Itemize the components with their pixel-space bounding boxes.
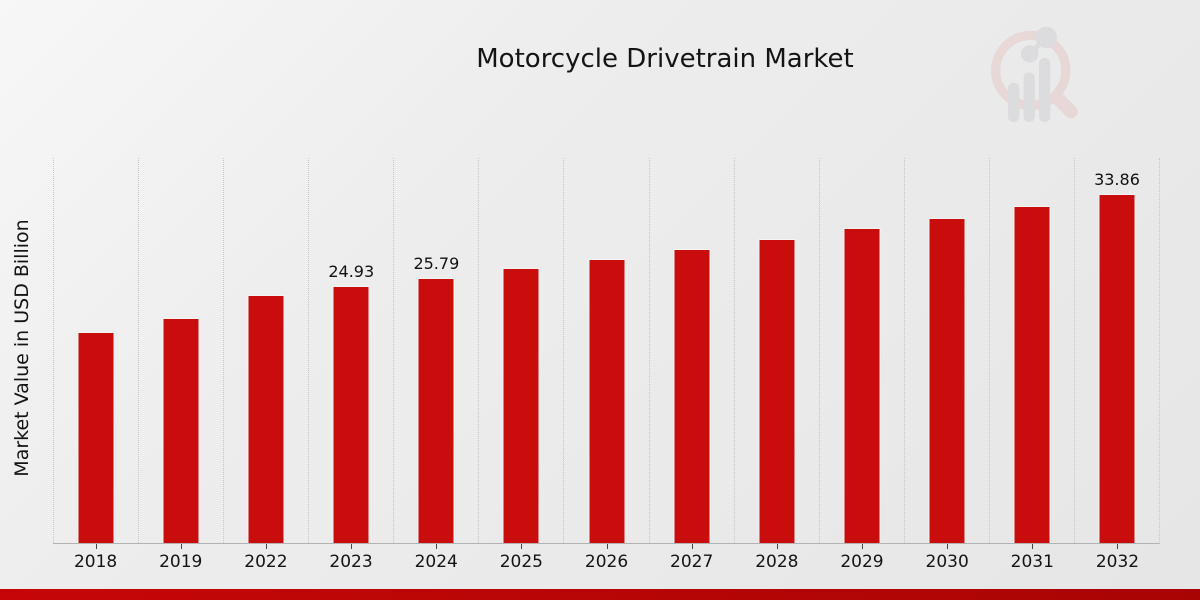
- category-slot: [988, 158, 1074, 549]
- bar-value-label: 33.86: [1094, 170, 1140, 190]
- x-axis-tick: [521, 544, 523, 549]
- category-slot: [648, 158, 734, 549]
- bar: [673, 249, 711, 543]
- x-axis-tick: [181, 544, 183, 549]
- logo-trend-dot-small: [1020, 45, 1039, 63]
- bar: [332, 286, 370, 543]
- bar: [758, 238, 796, 543]
- category-slot: 25.79: [393, 158, 478, 549]
- x-axis-label: 2025: [499, 552, 543, 572]
- category-slot: [223, 158, 308, 549]
- x-axis-label: 2031: [1010, 552, 1054, 572]
- x-axis-label: 2019: [159, 552, 203, 572]
- bar: [1098, 194, 1136, 543]
- x-axis-tick: [1116, 544, 1118, 549]
- magnifier-handle: [1049, 90, 1078, 119]
- bar: [843, 228, 881, 543]
- category-slot: [818, 158, 904, 549]
- x-axis-label: 2028: [755, 552, 799, 572]
- bar: [162, 317, 200, 543]
- bar: [588, 258, 625, 543]
- x-axis-tick: [691, 544, 693, 549]
- x-axis-tick: [1031, 544, 1033, 549]
- market-research-magnifier-logo: [991, 26, 1078, 122]
- x-axis-labels-row: 2018 2019 2022 2023 2024 2025 2026 2027 2028 2029…: [53, 552, 1160, 572]
- plot-area: 24.93 25.79 33.86: [53, 158, 1160, 549]
- category-slot: [903, 158, 989, 549]
- logo-trend-dot-large: [1035, 26, 1058, 49]
- x-axis-label: 2027: [670, 552, 714, 572]
- x-axis-tick: [606, 544, 608, 549]
- logo-bar-medium: [1023, 72, 1035, 122]
- x-axis-tick: [776, 544, 778, 549]
- x-axis-label: 2029: [840, 552, 884, 572]
- footer-accent-band: [0, 589, 1200, 600]
- bar-value-label: 24.93: [328, 262, 375, 282]
- bar: [417, 277, 455, 543]
- category-slot: 33.86: [1073, 158, 1159, 549]
- x-axis-label: 2018: [73, 552, 118, 572]
- x-axis-tick: [266, 544, 268, 549]
- logo-bar-tall: [1039, 58, 1051, 122]
- x-axis-label: 2032: [1095, 552, 1140, 572]
- category-slot: 24.93: [308, 158, 393, 549]
- x-axis-label: 2024: [414, 552, 458, 572]
- x-axis-label: 2030: [925, 552, 969, 572]
- logo-bar-short: [1008, 82, 1020, 122]
- category-slot: [563, 158, 648, 549]
- bar: [502, 268, 540, 543]
- bar-value-label: 25.79: [413, 253, 460, 273]
- x-axis-label: 2022: [244, 552, 288, 572]
- y-axis-label: Market Value in USD Billion: [11, 219, 33, 477]
- x-axis-tick: [861, 544, 863, 549]
- x-axis-label: 2026: [584, 552, 629, 572]
- category-slot: [478, 158, 563, 549]
- x-axis-tick: [96, 544, 98, 549]
- bar: [247, 294, 285, 543]
- category-slot: [53, 158, 138, 549]
- category-slot: [733, 158, 819, 549]
- bar: [1013, 206, 1051, 543]
- x-axis-tick: [351, 544, 353, 549]
- x-axis-tick: [946, 544, 948, 549]
- bar: [77, 332, 115, 543]
- chart-title: Motorcycle Drivetrain Market: [476, 44, 854, 74]
- bar: [928, 217, 966, 543]
- x-axis-tick: [436, 544, 438, 549]
- category-slot: [138, 158, 223, 549]
- x-axis-label: 2023: [329, 552, 373, 572]
